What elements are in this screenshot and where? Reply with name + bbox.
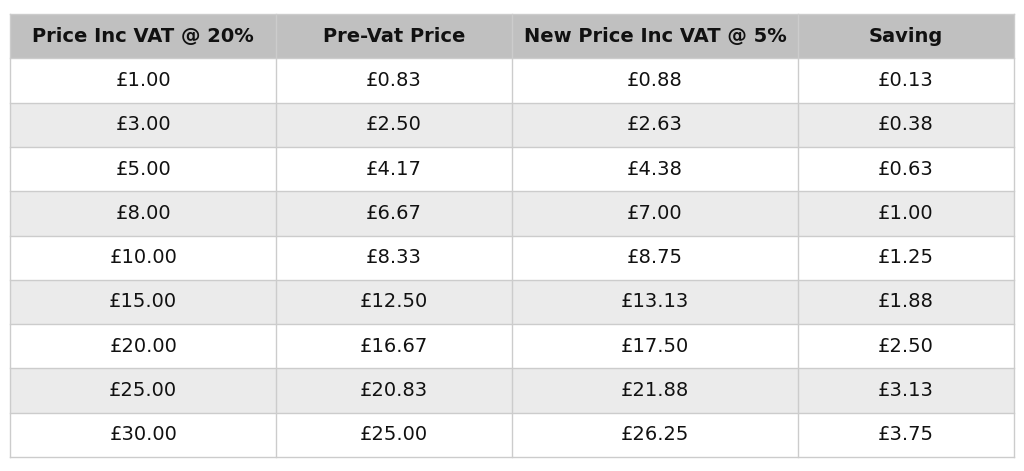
Bar (10, 280, 276, 324)
Bar (798, 324, 1014, 368)
Text: £20.00: £20.00 (110, 337, 177, 356)
Bar (512, 280, 798, 324)
Text: Price Inc VAT @ 20%: Price Inc VAT @ 20% (33, 27, 254, 46)
Text: £12.50: £12.50 (360, 292, 428, 311)
Text: £2.50: £2.50 (878, 337, 934, 356)
Text: £1.00: £1.00 (116, 71, 171, 90)
Text: £26.25: £26.25 (621, 425, 689, 444)
Bar (10, 236, 276, 280)
Bar (512, 103, 798, 147)
Bar (798, 236, 1014, 280)
Text: £2.50: £2.50 (367, 115, 422, 134)
Bar (10, 103, 276, 147)
Text: Saving: Saving (868, 27, 943, 46)
Bar (798, 58, 1014, 103)
Text: £4.17: £4.17 (367, 160, 422, 179)
Bar (798, 413, 1014, 457)
Text: £2.63: £2.63 (627, 115, 683, 134)
Bar (798, 103, 1014, 147)
Text: Pre-Vat Price: Pre-Vat Price (323, 27, 465, 46)
Bar (10, 191, 276, 236)
Bar (512, 324, 798, 368)
Bar (10, 14, 276, 58)
Bar (512, 14, 798, 58)
Text: £8.00: £8.00 (116, 204, 171, 223)
Text: £3.00: £3.00 (116, 115, 171, 134)
Bar (10, 58, 276, 103)
Bar (276, 191, 512, 236)
Text: £6.67: £6.67 (367, 204, 422, 223)
Bar (798, 368, 1014, 413)
Text: £15.00: £15.00 (110, 292, 177, 311)
Bar (512, 236, 798, 280)
Text: £8.33: £8.33 (367, 248, 422, 267)
Text: £13.13: £13.13 (621, 292, 689, 311)
Text: £0.13: £0.13 (878, 71, 934, 90)
Text: £0.38: £0.38 (878, 115, 934, 134)
Bar (276, 58, 512, 103)
Bar (798, 191, 1014, 236)
Bar (798, 147, 1014, 191)
Bar (10, 324, 276, 368)
Bar (276, 236, 512, 280)
Text: £0.88: £0.88 (627, 71, 683, 90)
Text: £10.00: £10.00 (110, 248, 177, 267)
Bar (10, 147, 276, 191)
Bar (276, 324, 512, 368)
Bar (276, 280, 512, 324)
Text: £25.00: £25.00 (360, 425, 428, 444)
Bar (798, 280, 1014, 324)
Text: £0.63: £0.63 (878, 160, 934, 179)
Text: £16.67: £16.67 (360, 337, 428, 356)
Text: £17.50: £17.50 (621, 337, 689, 356)
Text: £1.88: £1.88 (878, 292, 934, 311)
Text: £20.83: £20.83 (360, 381, 428, 400)
Bar (276, 103, 512, 147)
Text: £0.83: £0.83 (367, 71, 422, 90)
Bar (276, 368, 512, 413)
Bar (512, 191, 798, 236)
Text: New Price Inc VAT @ 5%: New Price Inc VAT @ 5% (523, 27, 786, 46)
Bar (512, 368, 798, 413)
Bar (276, 14, 512, 58)
Bar (10, 413, 276, 457)
Text: £25.00: £25.00 (110, 381, 177, 400)
Bar (276, 413, 512, 457)
Bar (512, 413, 798, 457)
Bar (512, 58, 798, 103)
Text: £1.25: £1.25 (878, 248, 934, 267)
Text: £21.88: £21.88 (621, 381, 689, 400)
Bar (276, 147, 512, 191)
Text: £4.38: £4.38 (627, 160, 683, 179)
Text: £30.00: £30.00 (110, 425, 177, 444)
Text: £7.00: £7.00 (627, 204, 683, 223)
Text: £8.75: £8.75 (627, 248, 683, 267)
Bar (798, 14, 1014, 58)
Text: £3.13: £3.13 (878, 381, 934, 400)
Bar (512, 147, 798, 191)
Text: £1.00: £1.00 (878, 204, 934, 223)
Text: £5.00: £5.00 (116, 160, 171, 179)
Bar (10, 368, 276, 413)
Text: £3.75: £3.75 (878, 425, 934, 444)
